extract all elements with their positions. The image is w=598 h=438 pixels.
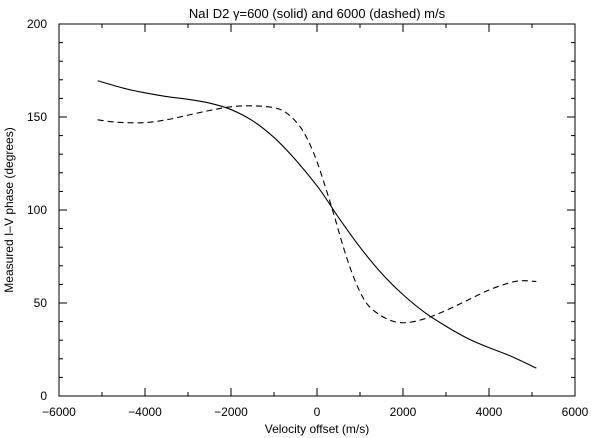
y-axis-tick-labels: 0 50 100 150 200: [27, 17, 47, 403]
y-tick-label: 0: [40, 389, 47, 403]
x-axis-ticks: [58, 24, 576, 396]
y-tick-label: 150: [27, 110, 47, 124]
x-tick-label: −6000: [42, 405, 76, 419]
x-tick-label: −4000: [128, 405, 162, 419]
y-axis-label: Measured I–V phase (degrees): [2, 127, 16, 292]
x-tick-label: 0: [314, 405, 321, 419]
y-tick-label: 200: [27, 17, 47, 31]
x-axis-tick-labels: −6000 −4000 −2000 0 2000 4000 6000: [42, 405, 589, 419]
x-tick-label: 2000: [390, 405, 417, 419]
y-tick-label: 50: [34, 296, 48, 310]
x-axis-label: Velocity offset (m/s): [265, 422, 369, 436]
chart-title: NaI D2 γ=600 (solid) and 6000 (dashed) m…: [189, 6, 446, 21]
x-tick-label: 4000: [476, 405, 503, 419]
plot-frame: [58, 23, 576, 397]
x-tick-label: 6000: [562, 405, 589, 419]
solid-series-line: [97, 80, 537, 369]
dashed-series-line: [97, 105, 537, 324]
y-tick-label: 100: [27, 203, 47, 217]
y-axis-ticks: [59, 23, 575, 397]
x-tick-label: −2000: [214, 405, 248, 419]
